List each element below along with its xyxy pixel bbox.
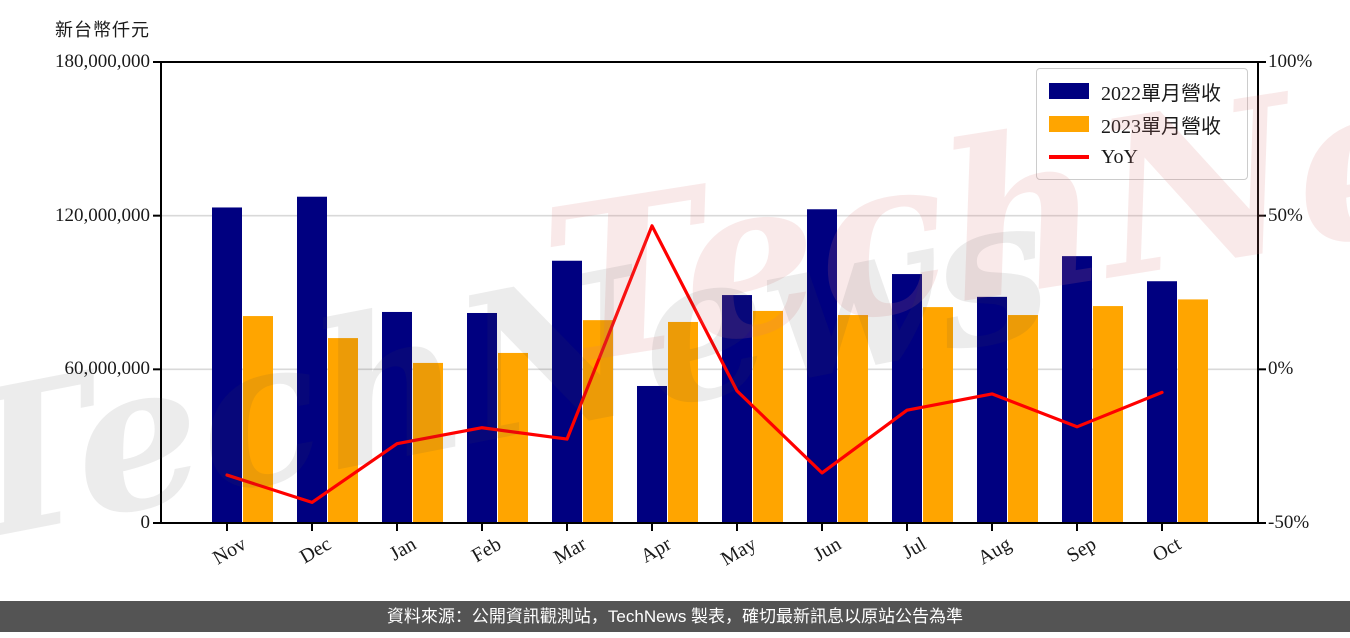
- plot-area: [153, 61, 1266, 531]
- bar-2022-Oct: [1147, 281, 1177, 523]
- yoy-line: [225, 224, 1164, 505]
- y-left-tick-label: 0: [140, 512, 151, 533]
- legend-label-2023: 2023單月營收: [1101, 115, 1221, 138]
- x-tick-label-mar: Mar: [550, 533, 590, 569]
- legend-item-2023: 2023單月營收: [1049, 112, 1235, 138]
- bar-2023-Dec: [328, 338, 358, 523]
- x-tick-label-oct: Oct: [1148, 533, 1185, 567]
- legend-swatch-yoy-line: [1049, 155, 1089, 159]
- plot-frame: [160, 61, 1259, 524]
- y-axis-title: 新台幣仟元: [55, 20, 150, 40]
- bar-2022-May: [722, 295, 752, 523]
- y-left-tick-label: 120,000,000: [55, 204, 150, 226]
- y-left-tick-label: 180,000,000: [55, 51, 150, 72]
- legend-item-2022: 2022單月營收: [1049, 79, 1235, 105]
- x-tick-label-sep: Sep: [1063, 533, 1100, 568]
- x-tick-label-dec: Dec: [296, 533, 335, 569]
- x-tick-label-nov: Nov: [209, 533, 250, 570]
- bar-2023-Jul: [923, 307, 953, 523]
- x-tick-label-jun: Jun: [809, 533, 845, 566]
- legend-swatch-2022: [1049, 83, 1089, 99]
- bar-2023-Apr: [668, 321, 698, 523]
- bar-2022-Jul: [892, 274, 922, 523]
- bar-2023-Jun: [838, 315, 868, 523]
- legend: 2022單月營收 2023單月營收 YoY: [1036, 68, 1248, 180]
- y-right-tick-label: -50%: [1268, 512, 1310, 533]
- bar-2022-Apr: [637, 385, 667, 523]
- y-right-tick-label: 50%: [1268, 204, 1303, 226]
- bar-2022-Mar: [552, 260, 582, 523]
- bar-2023-May: [753, 310, 783, 523]
- x-tick-label-may: May: [717, 533, 760, 571]
- bar-2022-Nov: [212, 207, 242, 523]
- source-footer: 資料來源：公開資訊觀測站，TechNews 製表，確切最新訊息以原站公告為準: [0, 601, 1350, 632]
- legend-label-yoy: YoY: [1101, 145, 1138, 168]
- bar-2023-Jan: [413, 362, 443, 523]
- bar-2023-Mar: [583, 320, 613, 523]
- x-tick-label-aug: Aug: [974, 533, 1015, 570]
- legend-label-2022: 2022單月營收: [1101, 82, 1221, 105]
- x-tick-label-jan: Jan: [385, 533, 420, 566]
- legend-item-yoy: YoY: [1049, 145, 1235, 169]
- bar-2022-Dec: [297, 196, 327, 523]
- bar-2022-Feb: [467, 312, 497, 523]
- x-tick-label-apr: Apr: [637, 533, 675, 568]
- bar-2022-Aug: [977, 296, 1007, 523]
- bar-2022-Sep: [1062, 256, 1092, 523]
- y-right-tick-label: 0%: [1268, 358, 1294, 380]
- bar-2022-Jun: [807, 209, 837, 523]
- y-left-tick-label: 60,000,000: [64, 358, 151, 380]
- bar-2022-Jan: [382, 311, 412, 523]
- x-tick-label-jul: Jul: [898, 533, 930, 564]
- x-tick-label-feb: Feb: [468, 533, 505, 568]
- bar-2023-Nov: [243, 316, 273, 523]
- legend-swatch-2023: [1049, 116, 1089, 132]
- y-right-tick-label: 100%: [1268, 51, 1313, 72]
- bar-2023-Oct: [1178, 299, 1208, 523]
- bar-2023-Aug: [1008, 315, 1038, 523]
- chart-svg: [153, 61, 1266, 531]
- bar-2023-Feb: [498, 352, 528, 523]
